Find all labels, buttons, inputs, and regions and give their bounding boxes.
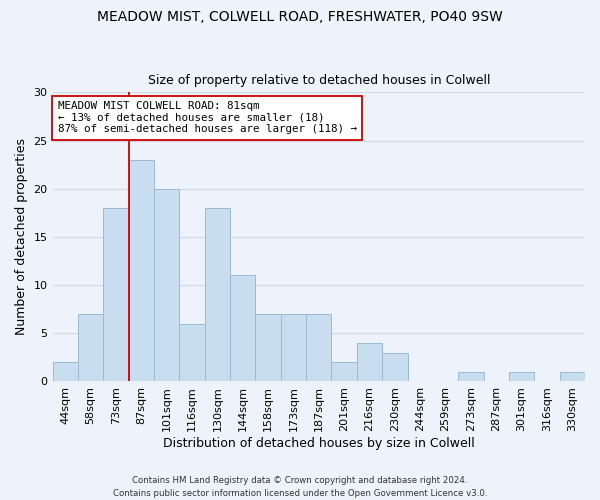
Bar	[53, 362, 78, 382]
Bar	[509, 372, 534, 382]
Bar	[331, 362, 357, 382]
Bar	[560, 372, 585, 382]
Text: MEADOW MIST COLWELL ROAD: 81sqm
← 13% of detached houses are smaller (18)
87% of: MEADOW MIST COLWELL ROAD: 81sqm ← 13% of…	[58, 101, 357, 134]
Title: Size of property relative to detached houses in Colwell: Size of property relative to detached ho…	[148, 74, 490, 87]
Bar	[230, 276, 256, 382]
Bar	[458, 372, 484, 382]
Bar	[357, 343, 382, 382]
Bar	[103, 208, 128, 382]
Bar	[205, 208, 230, 382]
Text: MEADOW MIST, COLWELL ROAD, FRESHWATER, PO40 9SW: MEADOW MIST, COLWELL ROAD, FRESHWATER, P…	[97, 10, 503, 24]
Bar	[154, 188, 179, 382]
Bar	[281, 314, 306, 382]
Y-axis label: Number of detached properties: Number of detached properties	[15, 138, 28, 336]
Bar	[78, 314, 103, 382]
Text: Contains HM Land Registry data © Crown copyright and database right 2024.
Contai: Contains HM Land Registry data © Crown c…	[113, 476, 487, 498]
Bar	[306, 314, 331, 382]
Bar	[256, 314, 281, 382]
X-axis label: Distribution of detached houses by size in Colwell: Distribution of detached houses by size …	[163, 437, 475, 450]
Bar	[128, 160, 154, 382]
Bar	[382, 352, 407, 382]
Bar	[179, 324, 205, 382]
